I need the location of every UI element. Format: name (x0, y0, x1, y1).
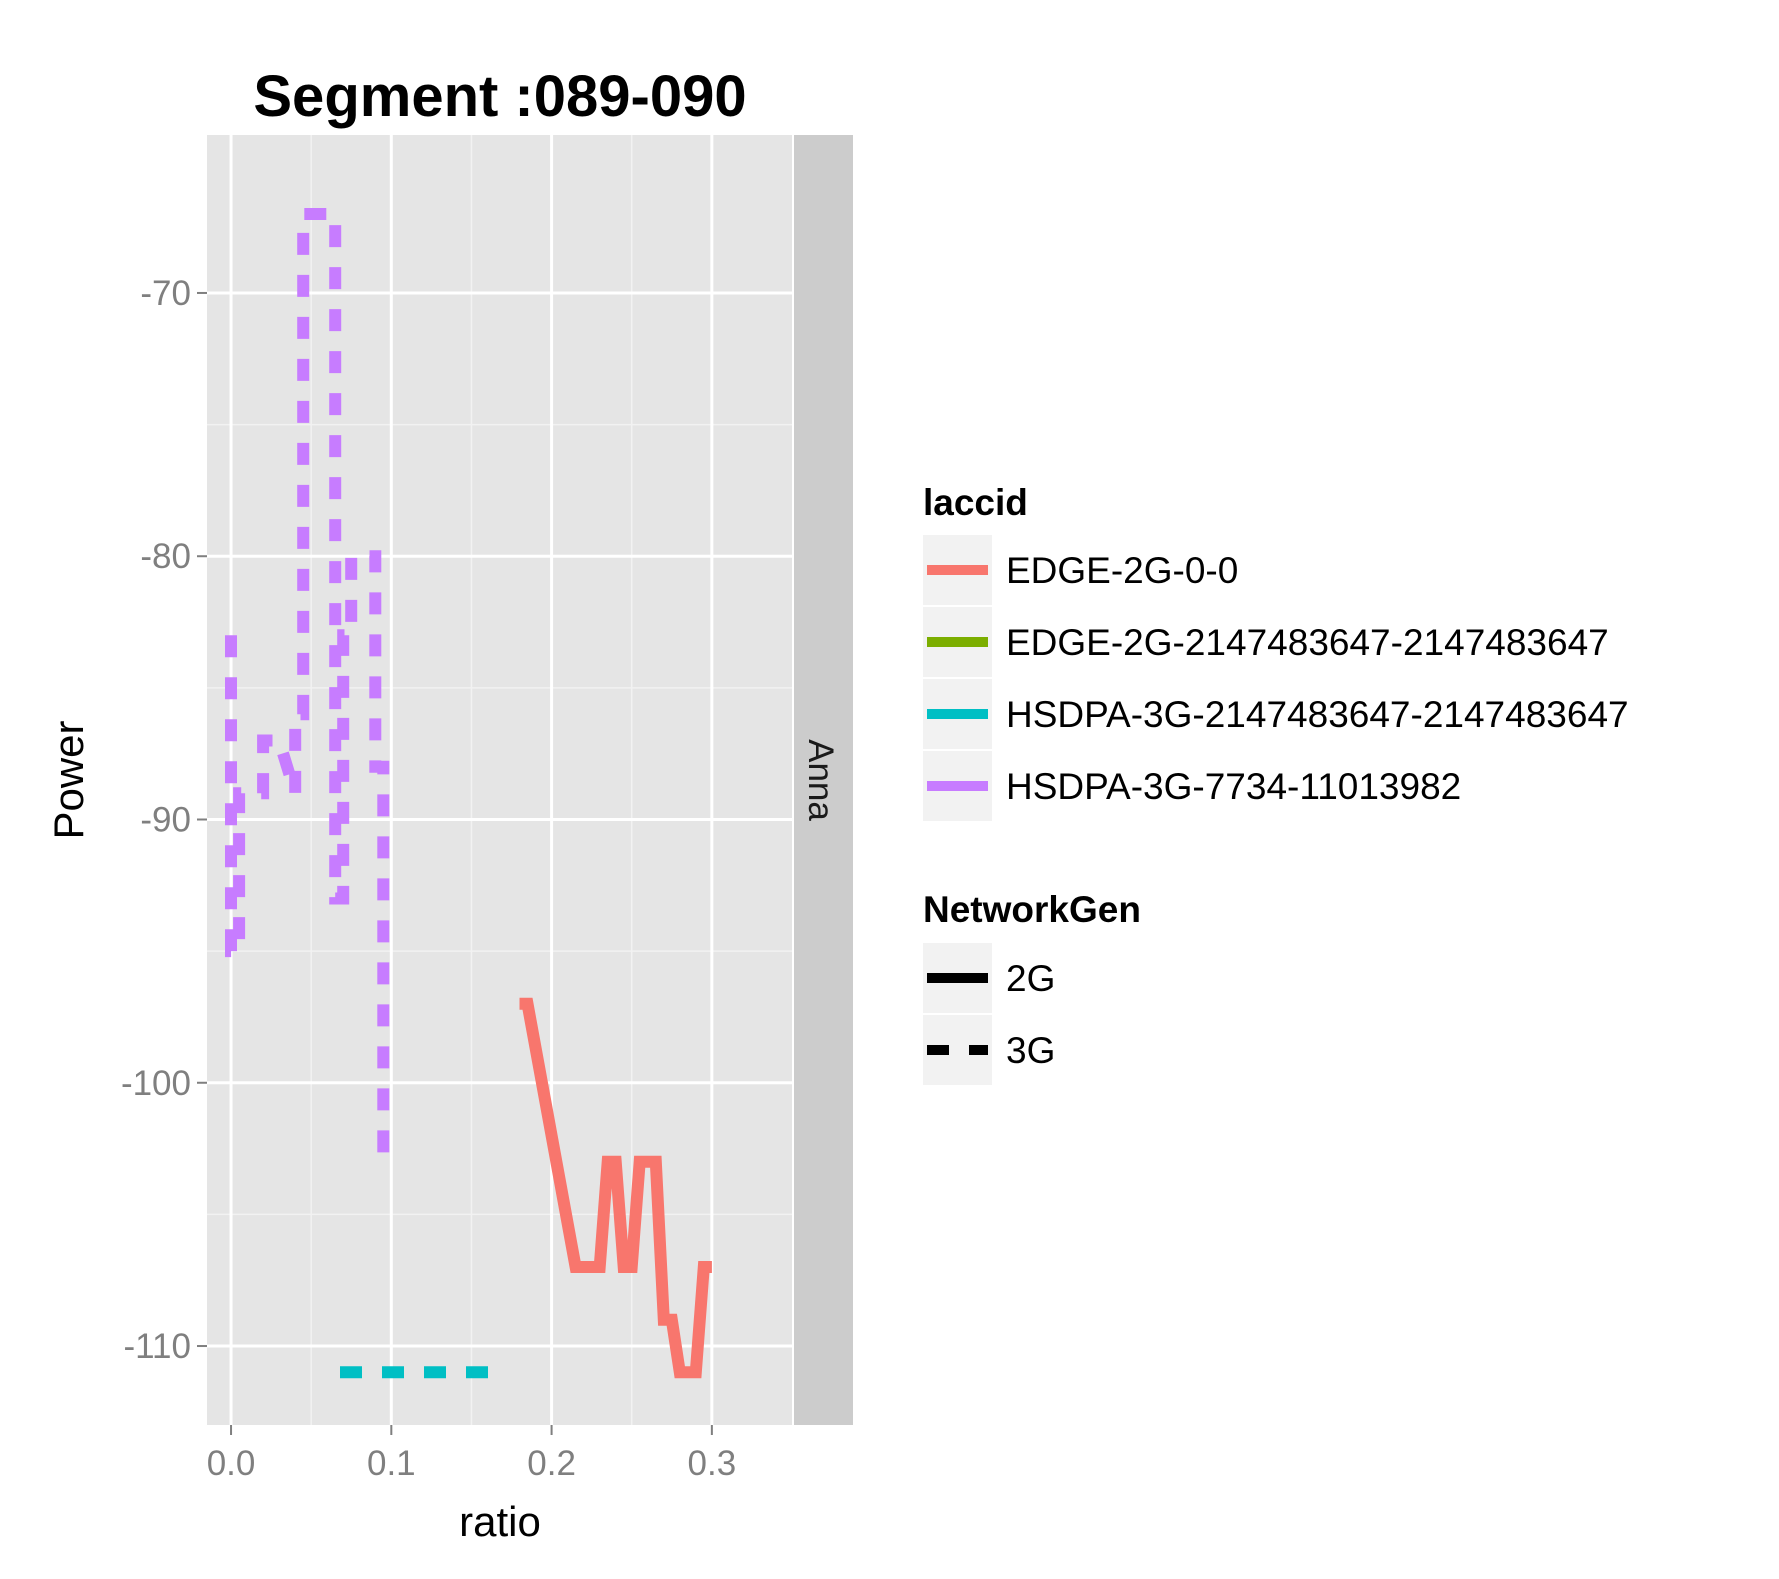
y-tick-label: -70 (140, 274, 191, 313)
series-lines (225, 208, 712, 1379)
facet-strip (794, 135, 853, 1425)
facet-strip-label: Anna (801, 739, 840, 821)
axis-ticks: -70 -80 -90 -100 -110 0.0 0.1 0.2 0.3 (121, 274, 736, 1483)
x-tick-label: 0.0 (207, 1444, 256, 1483)
x-tick-label: 0.3 (688, 1444, 737, 1483)
legend-label: EDGE-2G-0-0 (1006, 550, 1238, 591)
x-tick-label: 0.2 (527, 1444, 576, 1483)
y-tick-label: -80 (140, 537, 191, 576)
legend-label: EDGE-2G-2147483647-2147483647 (1006, 622, 1609, 663)
series-line-hsdpa-3g-7734-11013982 (225, 208, 392, 1168)
plot-title: Segment :089-090 (253, 64, 746, 129)
legend-title-networkgen: NetworkGen (923, 889, 1141, 930)
legend: laccid EDGE-2G-0-0 EDGE-2G-2147483647-2147… (923, 482, 1629, 1085)
series-line-edge-2g-0-0 (519, 997, 712, 1379)
legend-label: 3G (1006, 1030, 1055, 1071)
y-tick-label: -90 (140, 800, 191, 839)
legend-label: HSDPA-3G-2147483647-2147483647 (1006, 694, 1629, 735)
x-tick-label: 0.1 (367, 1444, 416, 1483)
legend-label: HSDPA-3G-7734-11013982 (1006, 766, 1461, 807)
legend-label: 2G (1006, 958, 1055, 999)
x-axis-title: ratio (459, 1498, 541, 1545)
y-axis-title: Power (45, 720, 92, 839)
legend-title-laccid: laccid (923, 482, 1028, 523)
plot-panel (207, 135, 792, 1425)
y-tick-label: -110 (124, 1327, 191, 1366)
y-tick-label: -100 (121, 1064, 191, 1103)
